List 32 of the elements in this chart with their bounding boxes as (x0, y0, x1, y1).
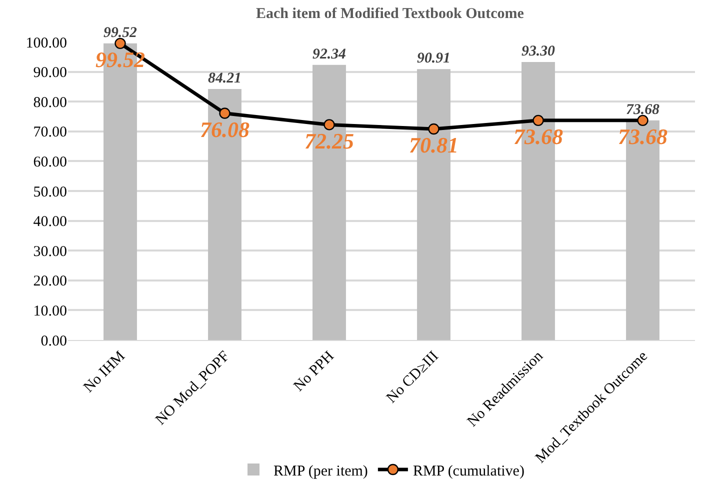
point (428, 123, 440, 135)
chart-title: Each item of Modified Textbook Outcome (256, 6, 524, 22)
data-label: 72.25 (304, 128, 354, 154)
data-label: 70.81 (409, 132, 458, 158)
point (219, 108, 230, 119)
data-label: 99.52 (104, 25, 138, 42)
y-tick-label: 60.00 (33, 154, 67, 170)
y-tick-label: 30.00 (33, 244, 67, 260)
data-label: 93.30 (522, 44, 556, 60)
data-label: 90.91 (417, 50, 450, 67)
legend-label: RMP (per item) (274, 463, 368, 480)
legend-label: RMP (cumulative) (412, 463, 524, 480)
y-tick-label: 70.00 (33, 124, 67, 141)
data-label: 73.68 (626, 102, 660, 118)
data-label: 73.68 (514, 124, 563, 150)
y-tick-label: 40.00 (33, 214, 67, 230)
data-label: 92.34 (312, 46, 346, 62)
y-tick-label: 20.00 (33, 274, 67, 290)
data-label: 99.52 (96, 47, 145, 72)
point (114, 38, 126, 50)
point (637, 114, 648, 126)
data-label: 76.08 (200, 117, 250, 142)
y-tick-label: 90.00 (33, 65, 67, 82)
y-tick-label: 50.00 (33, 184, 67, 200)
data-label: 73.68 (618, 124, 668, 150)
y-tick-label: 10.00 (33, 303, 67, 320)
y-tick-label: 80.00 (33, 94, 67, 111)
point (532, 114, 544, 126)
data-label: 84.21 (208, 70, 242, 87)
y-tick-label: 0.00 (40, 333, 67, 350)
y-tick-label: 100.00 (26, 35, 67, 52)
point (324, 119, 335, 130)
